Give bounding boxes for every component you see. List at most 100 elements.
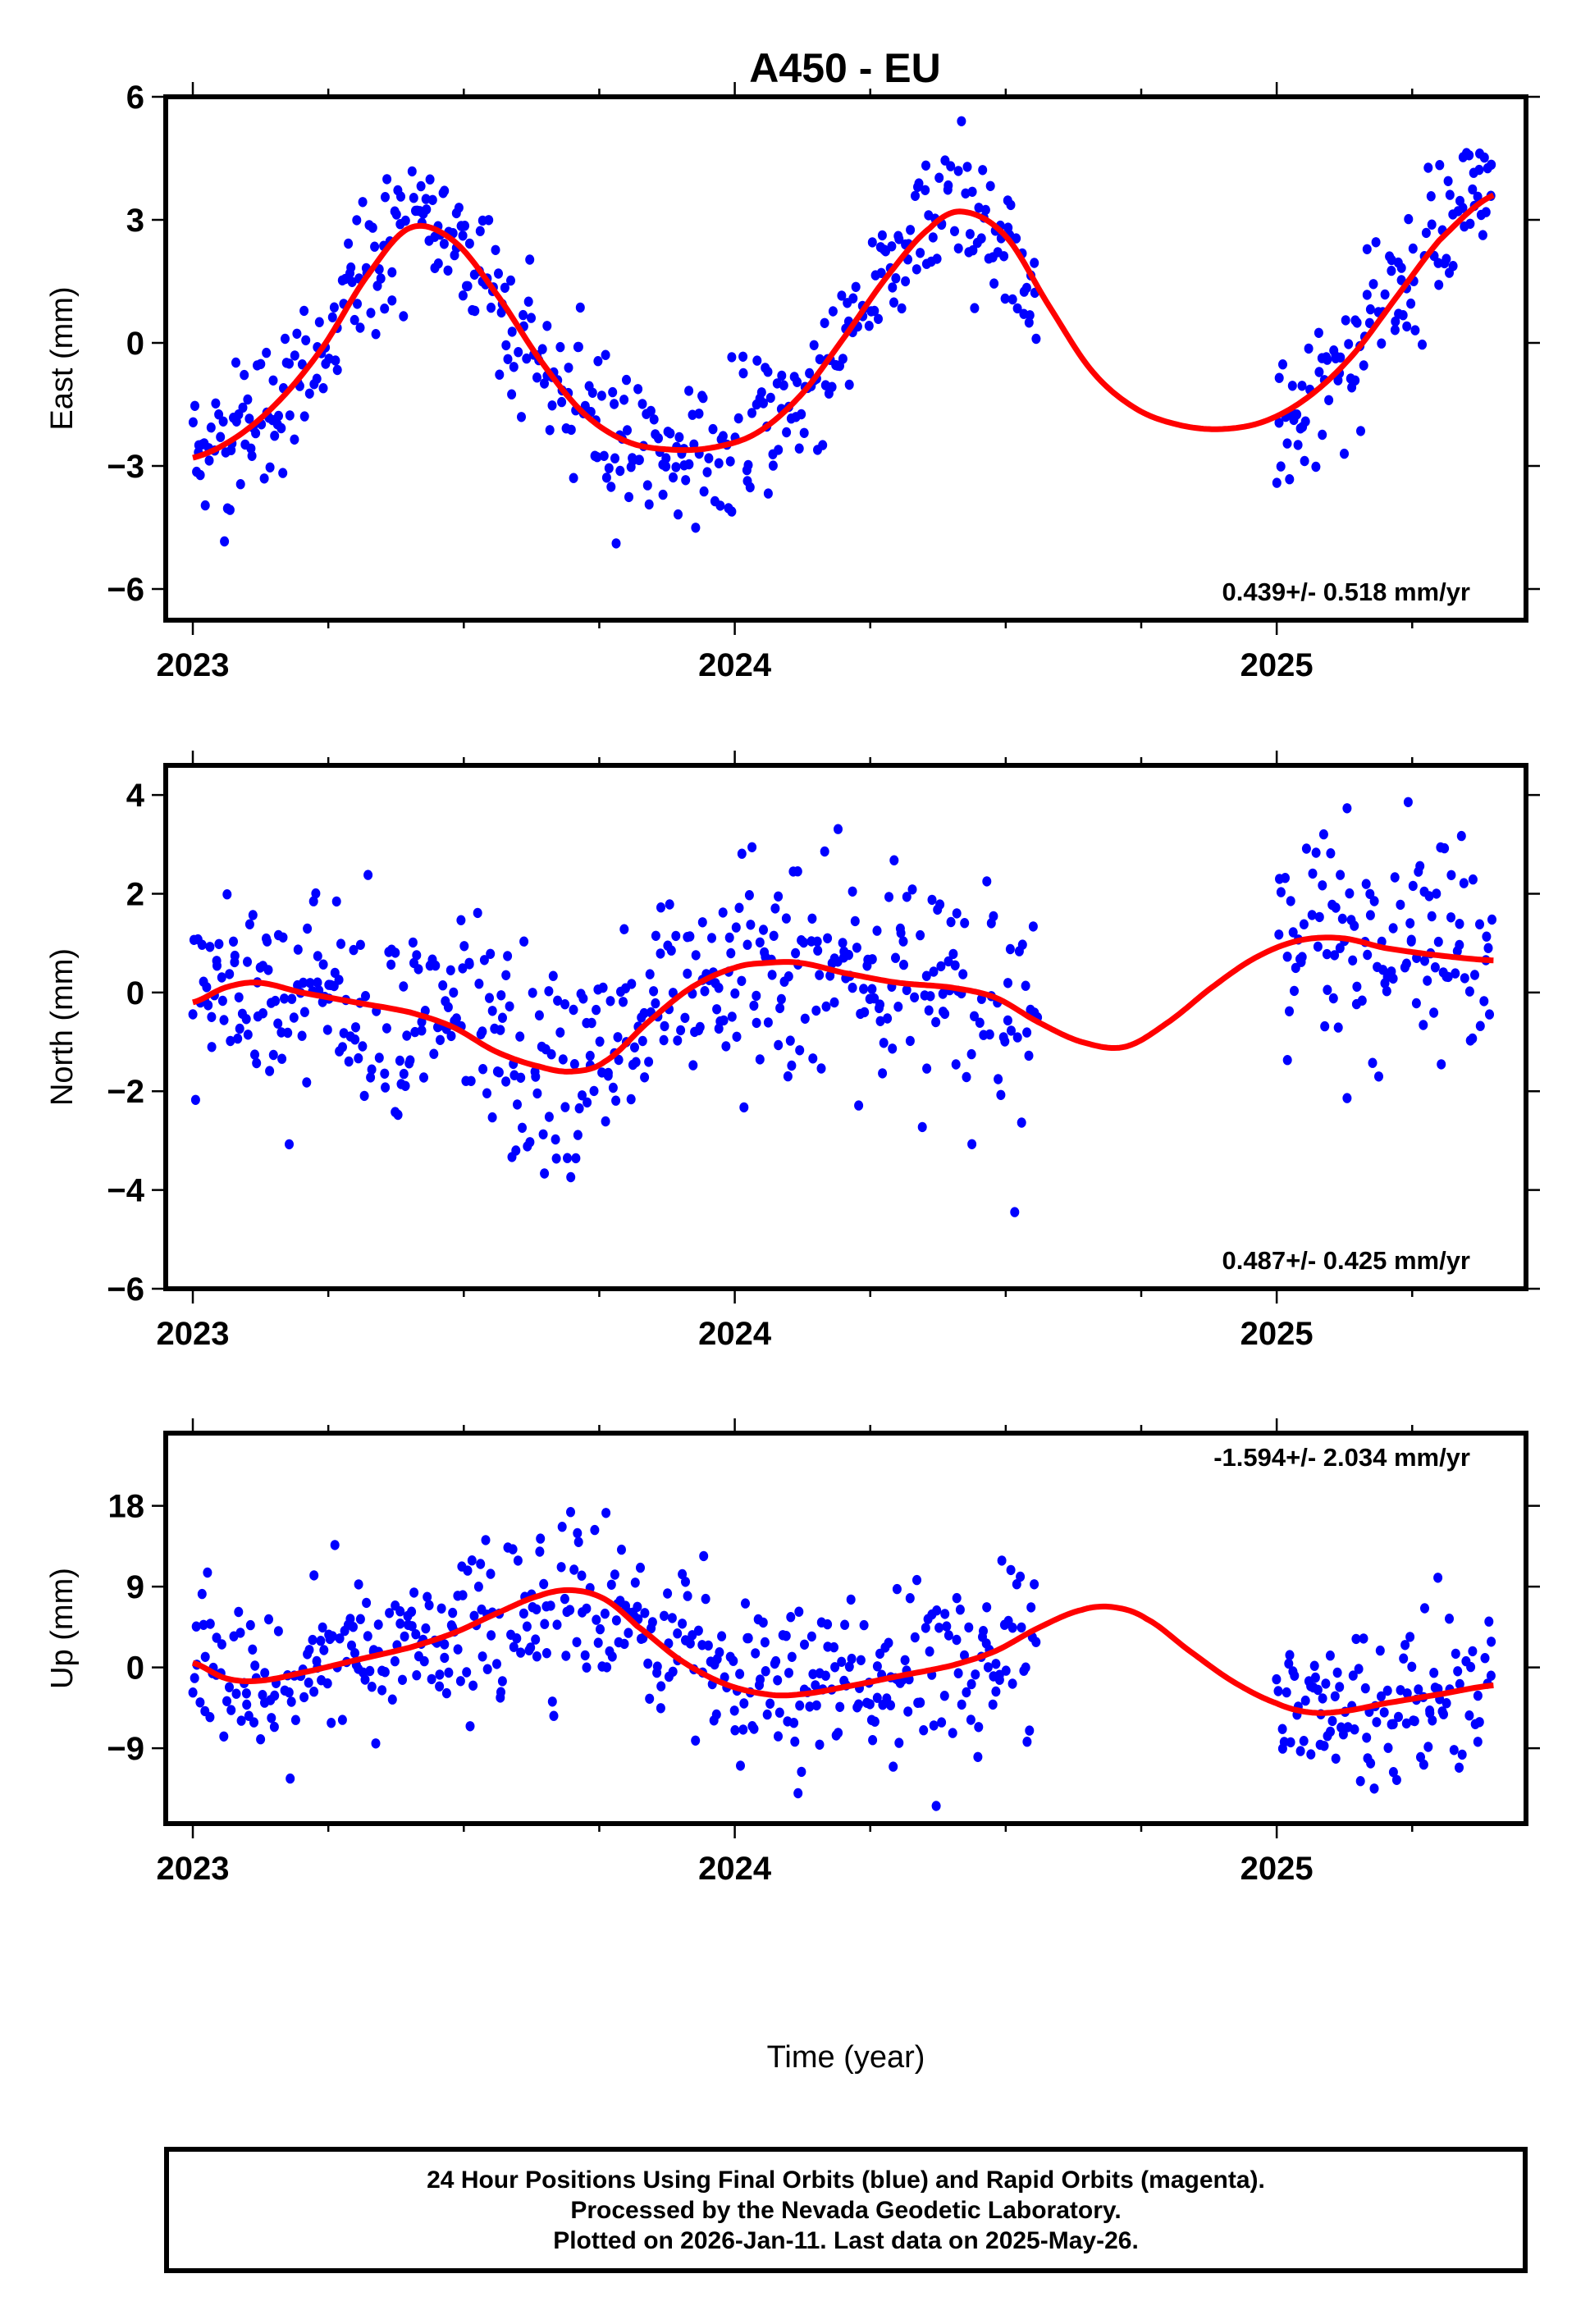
data-point <box>1482 931 1492 942</box>
data-point <box>1457 1749 1467 1760</box>
data-point <box>1453 1666 1463 1677</box>
data-point <box>867 237 877 248</box>
data-point <box>252 1057 262 1069</box>
data-point <box>595 1036 605 1047</box>
data-point <box>610 453 619 463</box>
data-point <box>322 1678 332 1689</box>
data-point <box>870 993 880 1004</box>
data-point <box>856 1655 866 1666</box>
data-point <box>496 307 506 318</box>
data-point <box>1451 968 1460 979</box>
data-point <box>1022 1027 1032 1038</box>
data-point <box>851 281 861 292</box>
data-point <box>955 1605 965 1615</box>
data-point <box>327 1631 337 1641</box>
data-point <box>967 1139 977 1150</box>
data-point <box>1273 1686 1283 1696</box>
data-point <box>456 915 466 925</box>
data-point <box>589 1085 599 1097</box>
data-point <box>774 1707 784 1718</box>
data-point <box>971 1669 980 1680</box>
data-point <box>482 1088 491 1098</box>
data-point <box>1402 1688 1412 1699</box>
data-point <box>398 1674 407 1685</box>
data-point <box>1344 339 1354 349</box>
data-point <box>1366 1758 1376 1769</box>
data-point <box>988 1699 998 1710</box>
data-point <box>1333 1022 1343 1033</box>
data-point <box>1359 360 1368 371</box>
data-point <box>661 461 671 472</box>
data-point <box>816 1063 826 1074</box>
data-point <box>373 1619 383 1630</box>
data-point <box>360 1674 370 1685</box>
data-point <box>440 1639 450 1650</box>
data-point <box>1350 375 1360 386</box>
scatter-series <box>188 116 1496 549</box>
data-point <box>671 462 681 473</box>
data-point <box>463 1565 473 1576</box>
data-point <box>264 1614 273 1625</box>
data-point <box>347 1640 356 1651</box>
data-point <box>280 993 289 1004</box>
data-point <box>487 302 496 313</box>
data-point <box>996 1089 1006 1101</box>
data-point <box>974 1722 984 1733</box>
data-point <box>950 226 959 236</box>
data-point <box>1365 910 1375 920</box>
data-point <box>1382 986 1391 997</box>
data-point <box>293 944 303 955</box>
data-point <box>458 290 468 301</box>
data-point <box>1012 233 1021 244</box>
data-point <box>1000 1036 1010 1047</box>
data-point <box>666 945 676 956</box>
data-point <box>1007 294 1017 305</box>
data-point <box>314 317 324 327</box>
data-point <box>747 408 756 418</box>
data-point <box>230 950 240 961</box>
data-point <box>905 1035 915 1047</box>
data-point <box>256 1734 266 1745</box>
data-point <box>478 1064 488 1075</box>
data-point <box>1451 1648 1460 1660</box>
data-point <box>363 870 373 880</box>
data-point <box>940 1609 950 1619</box>
data-point <box>604 463 614 473</box>
data-point <box>888 1043 898 1054</box>
data-point <box>1314 911 1324 923</box>
data-point <box>382 1023 391 1034</box>
data-point <box>838 938 848 948</box>
data-point <box>417 1025 427 1036</box>
data-point <box>884 892 893 902</box>
data-point <box>1429 1668 1439 1678</box>
data-point <box>1007 1678 1017 1689</box>
data-point <box>737 848 747 859</box>
data-point <box>794 443 804 454</box>
data-point <box>943 956 953 967</box>
data-point <box>812 936 822 947</box>
data-point <box>242 1699 252 1710</box>
data-point <box>730 988 740 999</box>
data-point <box>485 993 494 1003</box>
data-point <box>276 1027 286 1038</box>
data-point <box>1388 973 1398 984</box>
data-point <box>809 340 819 350</box>
data-point <box>823 933 833 944</box>
data-point <box>386 959 396 970</box>
data-point <box>652 1661 662 1672</box>
data-point <box>240 369 249 381</box>
data-point <box>445 965 455 976</box>
data-point <box>763 1017 773 1028</box>
data-point <box>799 937 809 948</box>
data-point <box>1455 1678 1464 1690</box>
data-point <box>212 956 222 966</box>
data-point <box>1442 1698 1451 1709</box>
data-point <box>665 428 675 439</box>
data-point <box>859 1619 869 1631</box>
data-point <box>763 367 773 377</box>
data-point <box>741 1598 750 1609</box>
data-point <box>496 990 506 1001</box>
data-point <box>464 238 474 249</box>
data-point <box>592 1004 601 1016</box>
data-point <box>786 1612 796 1623</box>
